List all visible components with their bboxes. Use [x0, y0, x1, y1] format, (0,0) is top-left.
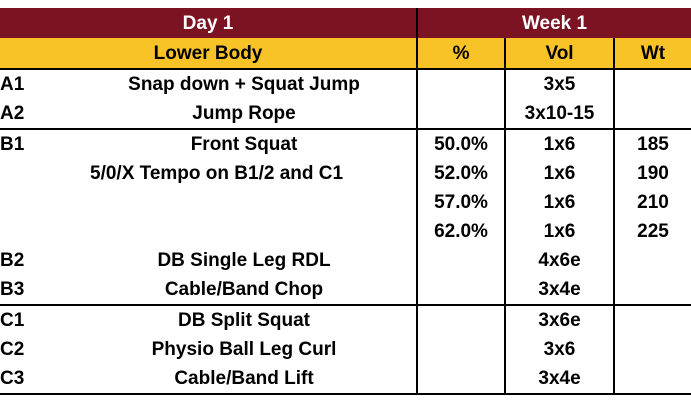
percent-cell	[416, 304, 506, 335]
weight-cell	[613, 304, 691, 335]
volume-cell: 3x4e	[504, 364, 615, 395]
table-row: B1 Front Squat 50.0% 1x6 185	[0, 128, 691, 159]
exercise-id	[0, 188, 72, 217]
weight-cell: 190	[613, 159, 691, 188]
header-row-top: Day 1 Week 1	[0, 8, 691, 38]
weight-cell: 185	[613, 128, 691, 159]
table-row: C2 Physio Ball Leg Curl 3x6	[0, 335, 691, 364]
table-row: B2 DB Single Leg RDL 4x6e	[0, 246, 691, 275]
exercise-name: Front Squat	[72, 128, 418, 159]
week-title: Week 1	[416, 8, 691, 38]
header-row-sub: Lower Body % Vol Wt	[0, 38, 691, 70]
day-title: Day 1	[0, 8, 418, 38]
vol-header: Vol	[504, 38, 615, 70]
volume-cell: 3x4e	[504, 275, 615, 305]
weight-cell	[613, 99, 691, 129]
percent-cell	[416, 99, 506, 129]
table-row: 62.0% 1x6 225	[0, 217, 691, 246]
pct-header: %	[416, 38, 506, 70]
percent-cell: 50.0%	[416, 128, 506, 159]
table-row: C1 DB Split Squat 3x6e	[0, 304, 691, 335]
exercise-id: B2	[0, 250, 25, 271]
volume-cell: 3x10-15	[504, 99, 615, 129]
percent-cell	[416, 275, 506, 305]
exercise-id: C3	[0, 364, 72, 395]
percent-cell	[416, 246, 506, 275]
table-row: B3 Cable/Band Chop 3x4e	[0, 275, 691, 305]
table-row: C3 Cable/Band Lift 3x4e	[0, 364, 691, 395]
weight-cell	[613, 69, 691, 99]
table-row: 5/0/X Tempo on B1/2 and C1 52.0% 1x6 190	[0, 159, 691, 188]
exercise-id: A1	[0, 74, 25, 95]
exercise-id: A2	[0, 103, 25, 124]
exercise-id: B3	[0, 279, 25, 300]
exercise-name: DB Single Leg RDL	[157, 250, 331, 271]
weight-cell	[613, 275, 691, 305]
volume-cell: 1x6	[504, 128, 615, 159]
volume-cell: 3x5	[504, 69, 615, 99]
exercise-name: Physio Ball Leg Curl	[151, 339, 337, 360]
exercise-id: C2	[0, 339, 25, 360]
table-row: 57.0% 1x6 210	[0, 188, 691, 217]
exercise-id	[0, 159, 72, 188]
percent-cell: 57.0%	[416, 188, 506, 217]
volume-cell: 4x6e	[504, 246, 615, 275]
workout-table: Day 1 Week 1 Lower Body % Vol Wt A1 Snap…	[0, 8, 691, 395]
table-row: A2 Jump Rope 3x10-15	[0, 99, 691, 129]
volume-cell: 1x6	[504, 188, 615, 217]
exercise-name	[72, 188, 417, 217]
wt-header: Wt	[613, 38, 691, 70]
volume-cell: 3x6e	[504, 304, 615, 335]
exercise-id: C1	[0, 304, 72, 335]
weight-cell: 225	[613, 217, 691, 246]
exercise-id	[0, 217, 72, 246]
weight-cell: 210	[613, 188, 691, 217]
volume-cell: 3x6	[504, 335, 615, 364]
percent-cell	[416, 69, 506, 99]
tempo-note: 5/0/X Tempo on B1/2 and C1	[90, 163, 344, 184]
table-row: A1 Snap down + Squat Jump 3x5	[0, 69, 691, 99]
exercise-name: Jump Rope	[192, 103, 296, 124]
exercise-name: Cable/Band Lift	[72, 364, 418, 395]
exercise-name	[72, 217, 417, 246]
volume-cell: 1x6	[504, 159, 615, 188]
exercise-name: Snap down + Squat Jump	[128, 74, 360, 95]
exercise-name: Cable/Band Chop	[164, 279, 324, 300]
volume-cell: 1x6	[504, 217, 615, 246]
exercise-name: DB Split Squat	[72, 304, 418, 335]
percent-cell: 52.0%	[416, 159, 506, 188]
focus-title: Lower Body	[0, 38, 418, 70]
weight-cell	[613, 364, 691, 395]
weight-cell	[613, 246, 691, 275]
percent-cell	[416, 364, 506, 395]
exercise-id: B1	[0, 128, 72, 159]
weight-cell	[613, 335, 691, 364]
percent-cell	[416, 335, 506, 364]
percent-cell: 62.0%	[416, 217, 506, 246]
